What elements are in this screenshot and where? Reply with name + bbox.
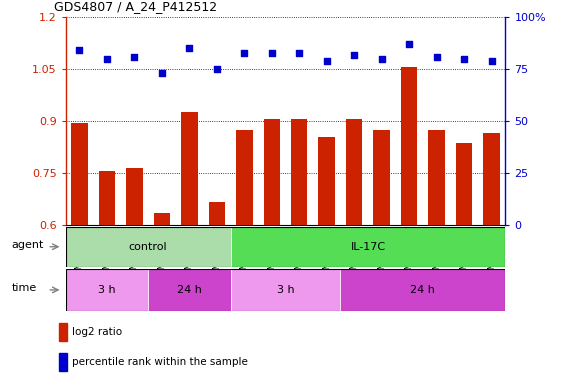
Text: time: time bbox=[12, 283, 37, 293]
Bar bbox=[99, 171, 115, 225]
Text: 24 h: 24 h bbox=[177, 285, 202, 295]
Point bbox=[157, 70, 166, 76]
Bar bbox=[340, 269, 505, 311]
Text: 3 h: 3 h bbox=[98, 285, 116, 295]
Bar bbox=[263, 119, 280, 225]
Text: log2 ratio: log2 ratio bbox=[72, 327, 122, 337]
Bar bbox=[208, 202, 225, 225]
Text: control: control bbox=[129, 242, 167, 252]
Bar bbox=[373, 130, 390, 225]
Bar bbox=[346, 119, 363, 225]
Bar bbox=[401, 68, 417, 225]
Point bbox=[432, 54, 441, 60]
Bar bbox=[154, 213, 170, 225]
Text: 3 h: 3 h bbox=[277, 285, 294, 295]
Point bbox=[75, 47, 84, 53]
Point bbox=[185, 45, 194, 51]
Point bbox=[460, 56, 469, 62]
Bar bbox=[71, 123, 88, 225]
Text: IL-17C: IL-17C bbox=[351, 242, 385, 252]
Bar bbox=[291, 119, 307, 225]
Bar bbox=[428, 130, 445, 225]
Bar bbox=[231, 227, 505, 267]
Bar bbox=[319, 137, 335, 225]
Bar bbox=[59, 353, 67, 371]
Point bbox=[349, 51, 359, 58]
Point bbox=[267, 50, 276, 56]
Point bbox=[212, 66, 222, 72]
Point bbox=[487, 58, 496, 64]
Point bbox=[405, 41, 414, 47]
Bar bbox=[181, 112, 198, 225]
Point bbox=[130, 54, 139, 60]
Bar bbox=[148, 269, 231, 311]
Point bbox=[240, 50, 249, 56]
Bar bbox=[66, 269, 148, 311]
Bar bbox=[231, 269, 340, 311]
Bar bbox=[236, 130, 252, 225]
Text: percentile rank within the sample: percentile rank within the sample bbox=[72, 357, 248, 367]
Point bbox=[295, 50, 304, 56]
Bar bbox=[126, 168, 143, 225]
Bar bbox=[66, 227, 231, 267]
Text: 24 h: 24 h bbox=[411, 285, 435, 295]
Point bbox=[102, 56, 111, 62]
Point bbox=[377, 56, 386, 62]
Text: GDS4807 / A_24_P412512: GDS4807 / A_24_P412512 bbox=[54, 0, 218, 13]
Bar bbox=[483, 133, 500, 225]
Text: agent: agent bbox=[12, 240, 44, 250]
Bar bbox=[59, 323, 67, 341]
Bar bbox=[456, 144, 472, 225]
Point bbox=[322, 58, 331, 64]
